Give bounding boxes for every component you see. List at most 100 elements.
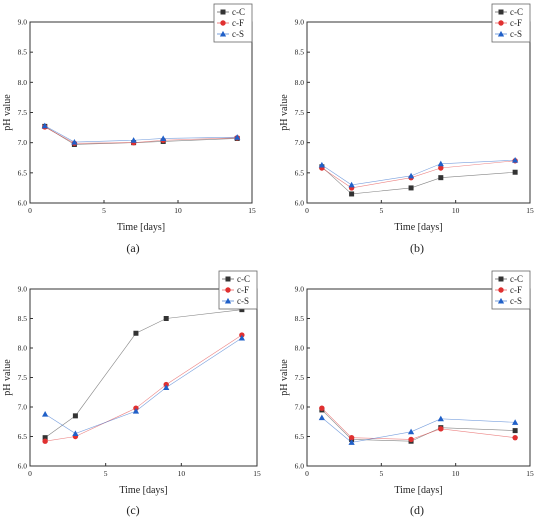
x-tick-label: 5 [104,469,108,478]
x-tick-label: 15 [253,469,261,478]
series-line-c-C [44,309,242,438]
y-axis-label: pH value [2,94,13,131]
data-point-c-S [160,135,167,141]
legend-marker [498,287,504,293]
y-tick-label: 6.5 [18,168,28,177]
series-line-c-S [44,337,243,434]
data-point-c-C [438,175,444,181]
legend-label: c-F [510,285,522,295]
chart-panel-1: 6.0 6.5 7.0 7.5 8.0 8.5 9.0 0 5 10 15 pH value Time … [2,3,256,255]
data-point-c-S [437,160,444,167]
data-point-c-S [238,334,245,341]
y-axis-label: pH value [279,94,290,131]
y-tick-label: 7.5 [18,373,28,382]
data-point-c-F [319,405,325,411]
legend-marker [224,297,232,304]
legend: c-Cc-Fc-S [491,270,531,310]
y-tick-label: 6.5 [18,432,28,441]
data-point-c-S [407,428,415,435]
data-point-c-S [318,161,325,168]
legend-label: c-C [232,7,245,17]
y-tick-label: 8.0 [295,78,305,87]
x-axis-label: Time [days] [394,222,442,233]
legend-label: c-F [232,18,244,28]
x-tick-label: 0 [28,469,32,478]
x-tick-label: 0 [28,206,32,215]
data-point-c-C [239,307,245,313]
legend: c-Cc-Fc-S [213,3,253,43]
x-tick-label: 5 [379,206,383,215]
data-point-c-C [163,316,169,321]
plot-frame [306,288,531,467]
panel-caption: (c) [126,503,139,517]
y-tick-label: 8.5 [18,314,28,323]
legend-label: c-S [510,296,522,306]
y-tick-label: 8.0 [18,344,28,353]
x-axis-label: Time [days] [119,485,167,496]
data-point-c-S [512,419,519,425]
x-tick-label: 10 [178,469,186,478]
y-tick-label: 7.0 [18,403,28,412]
data-point-c-C [42,435,48,441]
legend-label: c-F [237,285,249,295]
data-point-c-S [130,137,137,143]
y-tick-label: 6.0 [18,462,28,471]
data-point-c-S [72,430,79,437]
data-point-c-F [42,438,48,444]
y-tick-label: 7.5 [295,373,305,382]
y-tick-label: 6.5 [295,432,305,441]
legend-marker [497,297,505,304]
x-tick-label: 0 [305,469,309,478]
series-line-c-F [45,334,243,442]
data-point-c-F [348,434,355,441]
x-tick-label: 10 [174,206,182,215]
panel-caption: (b) [410,241,424,255]
plot-frame [29,21,253,204]
y-tick-label: 9.0 [18,18,28,27]
chart-panel-2: 6.0 6.5 7.0 7.5 8.0 8.5 9.0 0 5 10 15 pH value Time … [279,3,534,255]
y-tick-label: 6.0 [295,199,305,208]
legend-label: c-F [510,18,522,28]
y-tick-label: 9.0 [18,285,28,294]
legend-label: c-C [510,274,523,284]
legend-marker [225,276,231,282]
data-point-c-S [42,410,49,417]
legend-marker [225,287,231,293]
y-tick-label: 8.0 [295,344,305,353]
data-point-c-C [512,428,518,434]
y-tick-label: 7.0 [295,138,305,147]
legend-label: c-S [510,29,522,39]
legend-label: c-C [510,7,523,17]
panel-caption: (a) [126,241,139,255]
x-tick-label: 0 [305,206,309,215]
plot-frame [29,288,258,467]
data-point-c-F [512,434,518,441]
y-tick-label: 6.0 [18,199,28,208]
legend-marker [498,20,504,26]
data-point-c-F [408,436,414,443]
chart-panel-3: 6.0 6.5 7.0 7.5 8.0 8.5 9.0 0 5 10 15 pH value Time … [2,270,261,517]
y-tick-label: 6.5 [295,168,305,177]
data-point-c-S [407,172,415,179]
legend-marker [219,30,227,37]
y-tick-label: 9.0 [295,285,305,294]
data-point-c-F [438,426,444,432]
legend-marker [498,9,504,15]
data-point-c-S [318,414,325,421]
x-tick-label: 15 [248,206,256,215]
x-axis-label: Time [days] [394,485,442,496]
data-point-c-C [133,330,139,336]
data-point-c-S [234,134,241,140]
y-axis-label: pH value [279,359,290,396]
y-tick-label: 9.0 [295,18,305,27]
legend-label: c-S [232,29,244,39]
data-point-c-C [349,191,355,197]
data-point-c-F [438,165,444,171]
legend: c-Cc-Fc-S [491,3,531,43]
data-point-c-C [512,169,518,175]
y-tick-label: 8.5 [295,314,305,323]
x-axis-label: Time [days] [117,222,165,233]
data-point-c-S [437,415,444,422]
x-tick-label: 15 [526,469,534,478]
chart-panel-4: 6.0 6.5 7.0 7.5 8.0 8.5 9.0 0 5 10 15 pH value Time … [279,270,534,517]
